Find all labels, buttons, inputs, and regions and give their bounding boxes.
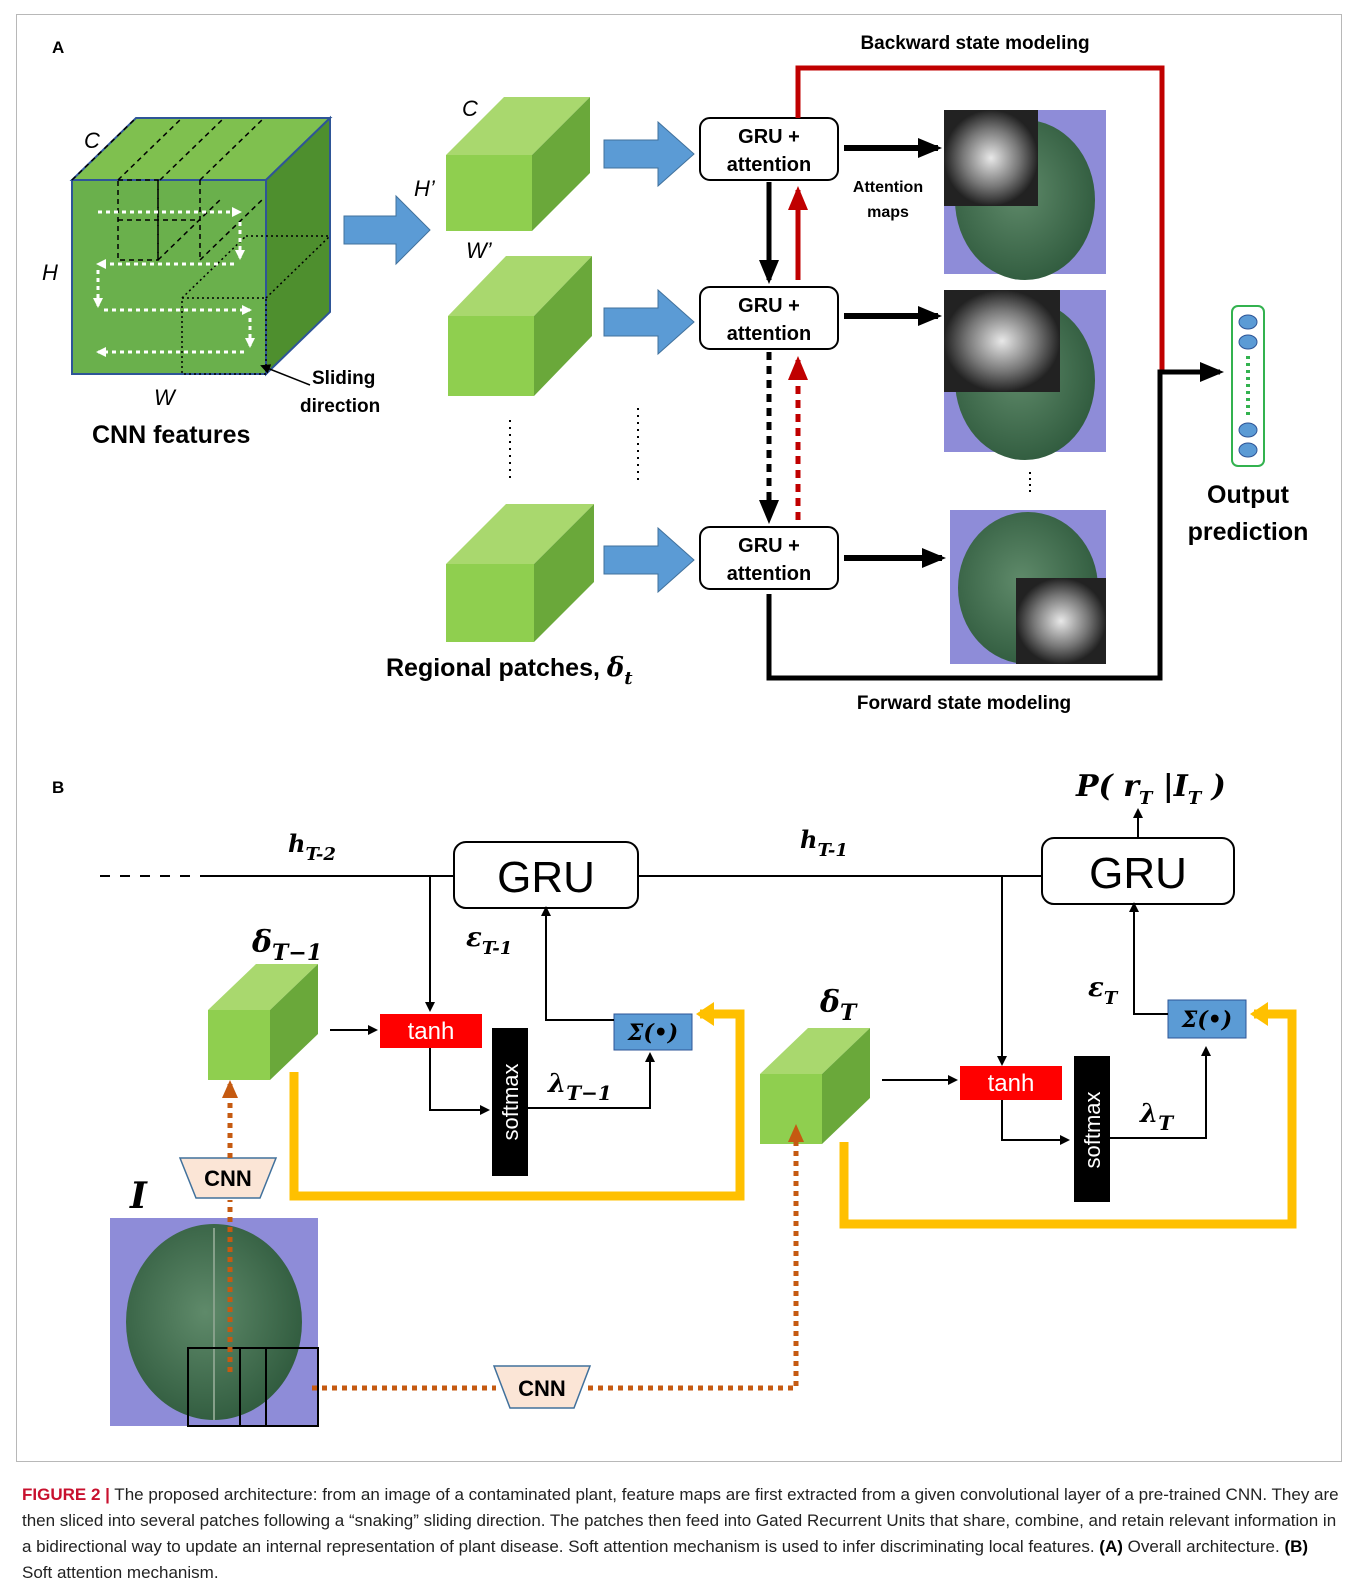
blue-arrow-3 bbox=[603, 526, 695, 594]
cube-label-w: W bbox=[154, 385, 177, 410]
backward-state-label: Backward state modeling bbox=[860, 33, 1089, 54]
caption-b-text: Soft attention mechanism. bbox=[22, 1563, 219, 1582]
regional-patches-label: Regional patches, δt bbox=[386, 653, 633, 689]
panel-b-letter: B bbox=[52, 778, 64, 797]
output-label-1: Output bbox=[1207, 481, 1290, 509]
architecture-diagram: A bbox=[42, 33, 1309, 1427]
attention-maps-label-1: Attention bbox=[853, 179, 923, 196]
lambda-cur-label: λT bbox=[1139, 1099, 1175, 1135]
attention-map-3 bbox=[950, 510, 1106, 664]
cnn-trapezoid-2 bbox=[492, 1365, 592, 1409]
sigma-cur-label: Σ(•) bbox=[1181, 1007, 1232, 1033]
softmax-box-prev bbox=[492, 1028, 528, 1176]
yellow-path-cur bbox=[839, 1009, 1297, 1229]
cnn-feature-cube bbox=[69, 115, 333, 377]
gru-prev-label: GRU bbox=[497, 853, 595, 902]
softmax-box-cur bbox=[1074, 1056, 1110, 1202]
sliding-label-2: direction bbox=[300, 396, 380, 417]
delta-cur-cube bbox=[760, 1028, 870, 1144]
gru-box-1-line2: attention bbox=[727, 154, 811, 176]
tanh-cur-label: tanh bbox=[988, 1070, 1035, 1097]
sliding-pointer bbox=[260, 364, 311, 386]
eps-prev-label: εT-1 bbox=[466, 923, 512, 959]
softmax-to-sigma-prev bbox=[528, 1052, 655, 1109]
patch-label-c: C bbox=[462, 96, 478, 121]
output-label-2: prediction bbox=[1188, 518, 1309, 546]
tanh-box-cur bbox=[960, 1066, 1062, 1100]
cube-label-c: C bbox=[84, 128, 100, 153]
caption-text: The proposed architecture: from an image… bbox=[22, 1485, 1339, 1556]
forward-state-label: Forward state modeling bbox=[857, 693, 1071, 714]
h-t-2-label: hT-2 bbox=[288, 829, 336, 865]
sigma-prev-label: Σ(•) bbox=[627, 1020, 678, 1046]
patch-label-h: H’ bbox=[414, 176, 436, 201]
h-t-1-label: hT-1 bbox=[800, 825, 848, 861]
figure-caption: FIGURE 2 | The proposed architecture: fr… bbox=[22, 1482, 1340, 1586]
yellow-arrowhead-prev bbox=[696, 1002, 714, 1026]
delta-cur-label: δT bbox=[819, 985, 858, 1026]
sigma-box-prev bbox=[613, 1013, 693, 1051]
cnn-label-2: CNN bbox=[518, 1376, 566, 1401]
backward-state-line bbox=[795, 65, 1165, 372]
attention-map-1 bbox=[944, 110, 1106, 280]
softmax-to-sigma-cur bbox=[1110, 1046, 1211, 1139]
blue-arrow-1 bbox=[603, 120, 695, 188]
sigma-to-gru-cur bbox=[1129, 902, 1168, 1015]
gru-box-1-line1: GRU + bbox=[738, 126, 800, 148]
sigma-to-gru-prev bbox=[541, 906, 614, 1021]
cnn-trapezoid-1 bbox=[178, 1157, 278, 1199]
output-vector bbox=[1231, 305, 1265, 467]
delta-prev-label: δT−1 bbox=[251, 925, 322, 966]
sigma-box-cur bbox=[1167, 999, 1247, 1039]
tanh-to-softmax-prev bbox=[429, 1048, 490, 1115]
figure-frame bbox=[16, 14, 1342, 1462]
tanh-prev-label: tanh bbox=[408, 1018, 455, 1045]
gru-attention-box-2 bbox=[699, 286, 839, 350]
yellow-path-prev bbox=[289, 1009, 745, 1201]
cnn-label-1: CNN bbox=[204, 1166, 252, 1191]
attention-maps-label-2: maps bbox=[867, 204, 909, 221]
input-image-label: I bbox=[129, 1175, 148, 1217]
lambda-prev-label: λT−1 bbox=[547, 1069, 612, 1105]
tanh-to-softmax-cur bbox=[1001, 1100, 1070, 1145]
blue-arrow-cube bbox=[343, 194, 431, 266]
cube-label-h: H bbox=[42, 260, 58, 285]
gru-box-3-line1: GRU + bbox=[738, 535, 800, 557]
delta-prev-cube bbox=[208, 964, 318, 1080]
gru-box-2-line1: GRU + bbox=[738, 295, 800, 317]
orange-path-2b bbox=[588, 1124, 804, 1391]
gru-box-3-line2: attention bbox=[727, 563, 811, 585]
output-probability: P( rT |IT ) bbox=[1075, 769, 1226, 809]
patch-2 bbox=[448, 256, 592, 396]
patch-label-w: W’ bbox=[466, 238, 493, 263]
caption-a-text: Overall architecture. bbox=[1122, 1537, 1285, 1556]
gru-attention-box-1 bbox=[699, 117, 839, 181]
forward-state-line bbox=[766, 362, 1224, 681]
caption-b-tag: (B) bbox=[1284, 1537, 1309, 1556]
input-leaf-image bbox=[110, 1218, 319, 1427]
softmax-prev-label: softmax bbox=[498, 1063, 523, 1140]
sliding-label-1: Sliding bbox=[312, 368, 375, 389]
softmax-cur-label: softmax bbox=[1080, 1091, 1105, 1168]
patch-1 bbox=[446, 97, 590, 231]
yellow-arrowhead-cur bbox=[1250, 1002, 1268, 1026]
caption-a-tag: (A) bbox=[1099, 1537, 1123, 1556]
cnn-features-title: CNN features bbox=[92, 421, 250, 449]
gru-attention-box-3 bbox=[699, 526, 839, 590]
blue-arrow-2 bbox=[603, 288, 695, 356]
patch-3 bbox=[446, 504, 594, 642]
attention-map-2 bbox=[944, 290, 1106, 460]
gru-box-2-line2: attention bbox=[727, 323, 811, 345]
panel-a-letter: A bbox=[52, 38, 64, 57]
tanh-box-prev bbox=[380, 1014, 482, 1048]
caption-figure-number: FIGURE 2 | bbox=[22, 1485, 110, 1504]
gru-cur-label: GRU bbox=[1089, 849, 1187, 898]
eps-cur-label: εT bbox=[1088, 973, 1119, 1009]
